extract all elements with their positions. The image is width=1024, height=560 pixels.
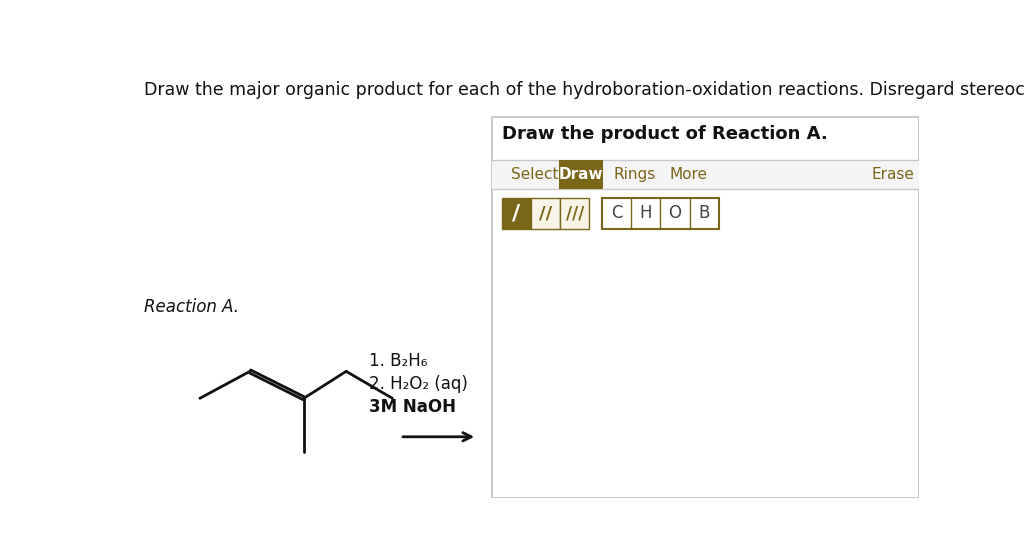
Text: /: / [512,203,520,223]
Bar [502,198,531,229]
Text: Erase: Erase [871,167,914,182]
Text: More: More [670,167,708,182]
Text: Select: Select [511,167,558,182]
Text: Draw: Draw [559,167,603,182]
Text: ///: /// [565,204,584,222]
Text: //: // [539,204,552,222]
Bar [493,160,920,189]
Text: Draw the product of Reaction A.: Draw the product of Reaction A. [502,125,827,143]
Text: C: C [610,204,623,222]
Text: O: O [669,204,681,222]
Text: B: B [698,204,710,222]
Text: H: H [639,204,652,222]
Text: Draw the major organic product for each of the hydroboration-oxidation reactions: Draw the major organic product for each … [144,81,1024,99]
Text: Rings: Rings [613,167,656,182]
Bar [493,117,920,498]
Text: 3M NaOH: 3M NaOH [370,398,457,416]
Bar [560,198,590,229]
Text: 2. H₂O₂ (aq): 2. H₂O₂ (aq) [370,375,468,393]
Text: 1. B₂H₆: 1. B₂H₆ [370,352,428,370]
Bar [559,160,603,189]
Bar [531,198,560,229]
Text: Reaction A.: Reaction A. [144,298,240,316]
Bar [602,198,719,229]
